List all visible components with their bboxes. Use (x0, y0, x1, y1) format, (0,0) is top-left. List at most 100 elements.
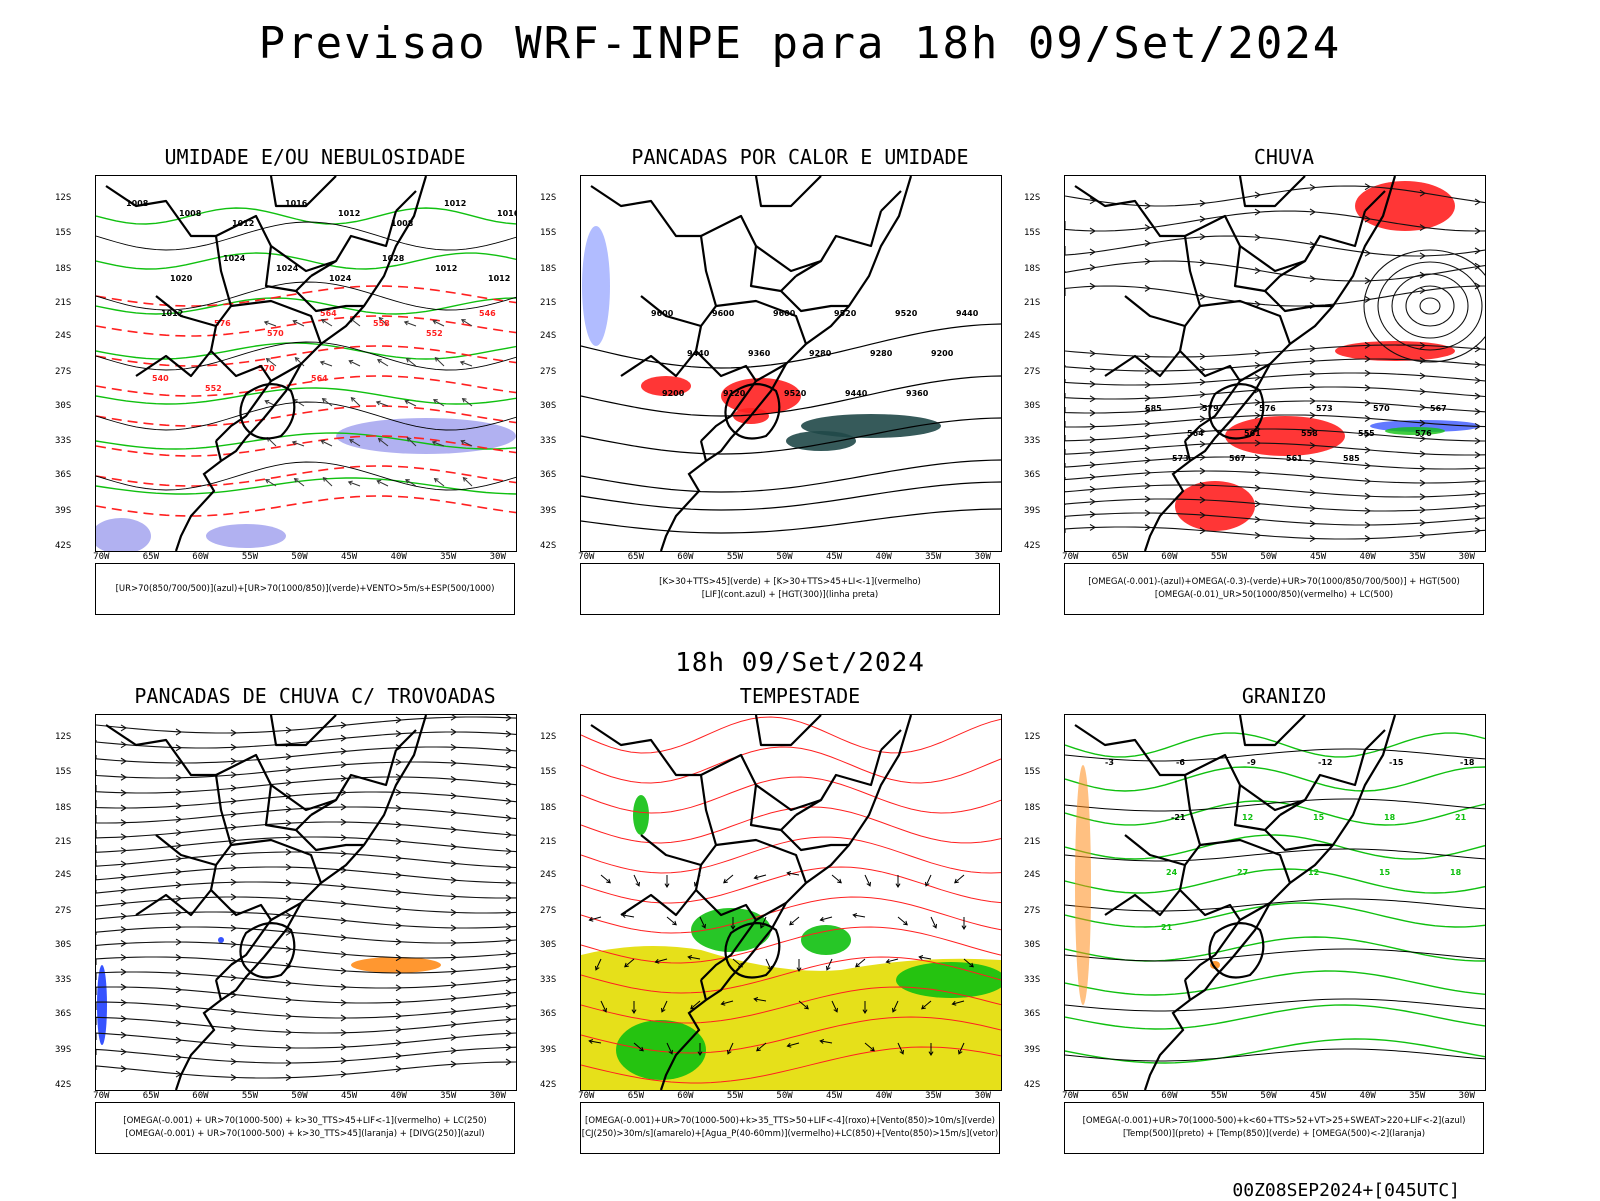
rio-grande-do-sul-border (724, 383, 781, 440)
lon-tick-label: 70W (578, 552, 595, 562)
contour-label: 1024 (223, 254, 246, 263)
lat-tick-label: 21S (540, 297, 557, 308)
lat-axis: 12S 15S 18S 21S 24S 27S 30S 33S 36S 39S 42S (1024, 175, 1044, 552)
streamline-arrow (1419, 372, 1427, 380)
contour-label: 15 (1379, 868, 1391, 877)
wind-vector (855, 958, 866, 968)
streamline (1065, 372, 1485, 386)
wind-vector (348, 360, 361, 367)
state-border (1184, 749, 1367, 812)
contour-label: 576 (1415, 429, 1432, 438)
lon-tick-label: 65W (1111, 552, 1128, 562)
streamline-arrow (395, 1039, 403, 1047)
streamline-arrow (175, 923, 183, 931)
streamline-arrow (1309, 183, 1317, 191)
temp850-contour (1065, 902, 1485, 928)
lat-tick-label: 21S (55, 297, 72, 308)
wind-vector-head (264, 399, 270, 405)
streamline-arrow (340, 1043, 348, 1051)
panel-title: CHUVA (1253, 145, 1315, 169)
red-rain-area (1225, 416, 1345, 456)
streamline-arrow (1089, 461, 1097, 469)
streamline-arrow (1309, 535, 1317, 543)
streamline-850 (581, 716, 1001, 754)
lat-tick-label: 36S (540, 1009, 557, 1019)
streamline (96, 911, 516, 929)
wind-vector-head (852, 913, 858, 918)
lon-tick-label: 30W (974, 1091, 991, 1101)
streamline-arrow (1419, 435, 1427, 443)
streamline-arrow (1474, 477, 1482, 485)
streamline-arrow (120, 833, 128, 841)
lon-tick-label: 60W (677, 552, 694, 562)
lon-tick-label: 70W (93, 1091, 110, 1101)
streamline-arrow (1089, 227, 1097, 235)
lat-tick-label: 24S (1024, 870, 1041, 881)
streamline-arrow (230, 729, 238, 737)
wind-vector (432, 441, 445, 447)
wind-vector-head (668, 1049, 673, 1055)
wind-vector-head (263, 320, 269, 326)
streamline-arrow (1089, 350, 1097, 357)
lon-tick-label: 50W (291, 1091, 308, 1101)
state-border (1104, 889, 1181, 917)
map-area: 9600 9600 9600 9520 9520 9440 9440 9360 9280 9280… (580, 175, 1002, 552)
temp850-contour (1065, 1004, 1485, 1030)
streamline-arrow (450, 1033, 458, 1041)
streamline-850 (581, 986, 1001, 1024)
state-border (215, 210, 398, 273)
streamline-arrow (1144, 367, 1152, 375)
streamline-arrow (340, 1057, 348, 1065)
lon-tick-label: 45W (340, 552, 358, 562)
cyclone-streamline (1363, 249, 1485, 363)
lat-tick-label: 18S (540, 802, 557, 813)
streamline-arrow (230, 940, 238, 948)
streamline-arrow (175, 868, 183, 876)
lon-tick-label: 35W (1409, 552, 1426, 562)
contour-label: -9 (1247, 758, 1256, 767)
wind-vector (378, 438, 389, 447)
contour-label: 1012 (435, 264, 457, 273)
wind-vector-head (958, 1049, 963, 1055)
streamline-arrow (1144, 224, 1152, 232)
streamline-arrow (1474, 247, 1482, 255)
height-contour (581, 375, 1001, 417)
state-border (754, 176, 822, 208)
streamline-arrow (230, 893, 238, 901)
legend-line: [CJ(250)>30m/s](amarelo)+[Agua_P(40-60mm… (581, 1129, 999, 1139)
lon-tick-label: 60W (192, 552, 209, 562)
streamline-arrow (285, 912, 293, 919)
streamline-arrow (340, 747, 348, 755)
wind-vector (323, 477, 333, 487)
streamline-arrow (1419, 388, 1427, 396)
lat-tick-label: 39S (540, 505, 557, 516)
wind-vector-head (895, 883, 901, 888)
streamline-arrow (175, 855, 183, 863)
streamline-arrow (1144, 381, 1152, 389)
contour-label: 9520 (834, 309, 857, 318)
streamline-arrow (1419, 493, 1427, 501)
streamline-arrow (450, 924, 458, 932)
pressure-contour (96, 221, 516, 251)
lat-tick-label: 18S (55, 802, 72, 813)
streamline-arrow (1309, 457, 1317, 465)
streamline-arrow (505, 1002, 513, 1010)
state-border (1364, 729, 1386, 751)
wind-vector-head (588, 916, 594, 922)
lon-tick-label: 55W (726, 552, 744, 562)
wind-vector-head (723, 878, 728, 884)
dark-green-instability-area (786, 431, 856, 451)
panel-legend: [OMEGA(-0.001)+UR>70(1000-500)+k<60+TTS>… (1064, 1102, 1484, 1154)
streamline (96, 731, 516, 749)
streamline-arrow (230, 1025, 238, 1033)
lat-tick-label: 15S (540, 767, 557, 778)
green-humidity-contour (96, 477, 516, 495)
streamline-arrow (120, 847, 128, 855)
wind-vector (765, 958, 772, 971)
main-title: Previsao WRF-INPE para 18h 09/Set/2024 (258, 18, 1342, 69)
pressure-contour (96, 461, 516, 491)
contour-label: 558 (1301, 429, 1318, 438)
wind-vector-head (687, 955, 693, 960)
streamline-arrow (395, 854, 403, 862)
